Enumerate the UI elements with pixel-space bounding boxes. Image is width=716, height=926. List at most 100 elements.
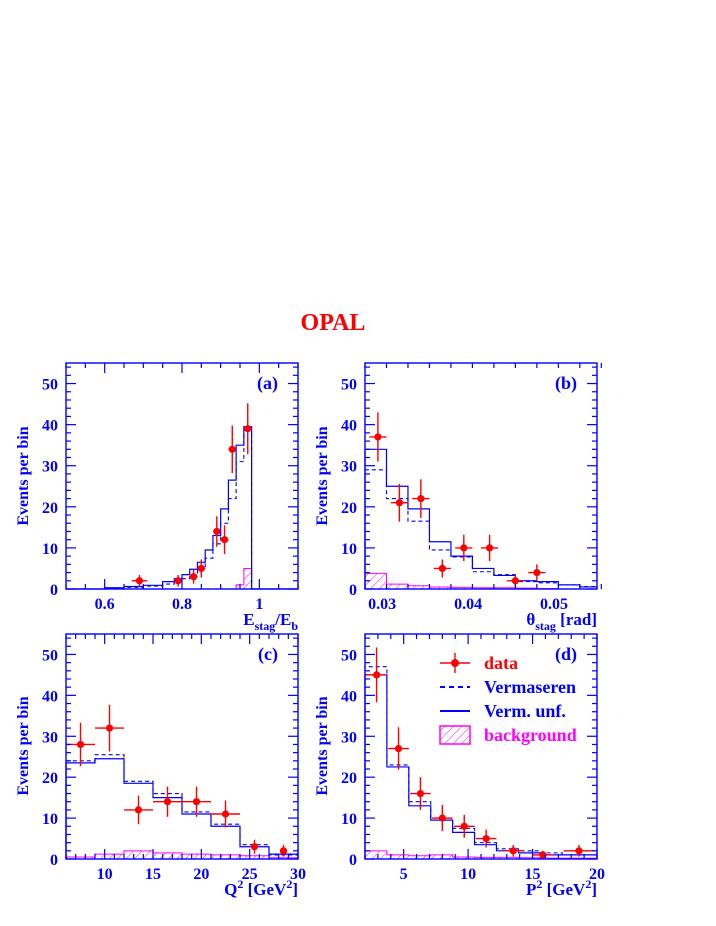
data-point [197, 559, 206, 578]
data-point [453, 814, 475, 838]
plot-frame [65, 633, 299, 860]
background-histogram [364, 572, 597, 590]
y-tick-label: 10 [341, 811, 357, 828]
x-tick-label: 20 [193, 866, 209, 883]
data-marker [221, 810, 230, 818]
y-axis-label: Events per bin [314, 696, 331, 795]
y-tick-label: 40 [341, 688, 357, 705]
y-axis-label: Events per bin [15, 696, 32, 795]
data-point [124, 795, 153, 825]
x-axis-label: P2 [GeV2] [526, 877, 597, 899]
data-marker [394, 744, 403, 753]
data-marker [374, 433, 382, 441]
legend-entry: data [440, 653, 518, 673]
y-tick-label: 50 [42, 377, 58, 394]
data-marker [190, 573, 198, 581]
x-tick-label: 0.03 [368, 596, 396, 613]
data-point [182, 786, 211, 817]
data-point [432, 805, 453, 832]
y-tick-label: 0 [50, 582, 58, 599]
y-tick-label: 40 [42, 418, 58, 435]
data-point [220, 525, 229, 555]
panel-label: (d) [555, 644, 577, 665]
data-point [390, 483, 408, 522]
y-tick-label: 20 [341, 500, 357, 517]
y-tick-label: 40 [42, 688, 58, 705]
legend-symbol [439, 725, 471, 745]
x-axis-label: Q2 [GeV2] [224, 877, 298, 899]
data-point [532, 850, 554, 859]
data-marker [533, 568, 541, 577]
data-marker [213, 527, 221, 536]
data-marker [244, 425, 252, 433]
x-tick-label: 25 [242, 866, 258, 883]
data-marker [438, 814, 446, 822]
y-axis-label: Events per bin [15, 426, 32, 525]
x-axis-label: θstag [rad] [526, 610, 597, 633]
data-marker [174, 577, 182, 585]
plot-frame [65, 362, 299, 590]
data-marker [135, 577, 144, 585]
data-marker [373, 671, 381, 679]
data-point [410, 777, 431, 810]
panel-c: 0 10 20 30 40 50 10 15 20 25 30 (c) Events per bin Q2… [15, 633, 306, 899]
data-marker [509, 847, 517, 855]
data-marker [220, 536, 229, 544]
x-tick-label: 1 [255, 596, 263, 613]
data-marker [192, 798, 201, 806]
data-marker [76, 740, 85, 749]
y-tick-label: 50 [341, 377, 357, 394]
panel-label: (a) [257, 373, 278, 394]
data-point [433, 559, 451, 578]
legend-symbol [451, 659, 459, 667]
data-point [502, 845, 524, 857]
data-point [212, 516, 221, 547]
x-tick-label: 0.8 [172, 596, 192, 613]
data-point [174, 575, 182, 587]
x-tick-label: 0.6 [95, 596, 115, 613]
data-marker [482, 834, 490, 843]
legend-label: background [484, 725, 577, 745]
data-marker [197, 564, 205, 573]
panel-a: 0 10 20 30 40 50 0.6 0.8 1 (a) Events per bin Estag… [15, 362, 299, 633]
data-point [228, 425, 237, 474]
legend-entry: Vermaseren [440, 677, 576, 697]
y-tick-label: 30 [42, 729, 58, 746]
data-point [412, 479, 430, 518]
data-point [528, 564, 546, 581]
x-tick-label: 20 [589, 866, 605, 883]
panel-b: 0 10 20 30 40 50 0.03 0.04 0.05 (b) Events per bin… [314, 362, 602, 633]
verm-unf-histogram [364, 448, 598, 589]
x-tick-label: 15 [525, 866, 541, 883]
y-axis-label: Events per bin [314, 426, 331, 525]
data-point [243, 403, 252, 455]
data-point [211, 800, 240, 828]
data-point [189, 569, 198, 584]
y-tick-label: 0 [349, 852, 357, 869]
data-point [563, 845, 595, 857]
y-tick-label: 0 [50, 852, 58, 869]
data-marker [105, 724, 114, 732]
panel-label: (c) [258, 644, 278, 665]
data-marker [460, 822, 468, 830]
x-tick-label: 15 [145, 866, 161, 883]
y-tick-label: 20 [42, 500, 58, 517]
data-marker [417, 495, 425, 503]
data-marker [134, 806, 143, 814]
y-tick-label: 40 [341, 418, 357, 435]
data-marker [438, 564, 446, 573]
y-tick-label: 10 [42, 541, 58, 558]
legend-label: data [484, 653, 518, 673]
data-marker [511, 577, 519, 585]
x-tick-label: 0.04 [454, 596, 482, 613]
vermaseren-histogram [364, 469, 598, 589]
y-tick-label: 30 [42, 459, 58, 476]
verm-unf-histogram [66, 426, 298, 590]
data-marker [460, 544, 468, 552]
data-marker [485, 544, 494, 552]
data-marker [228, 445, 236, 453]
data-marker [250, 843, 259, 851]
data-point [455, 534, 473, 562]
